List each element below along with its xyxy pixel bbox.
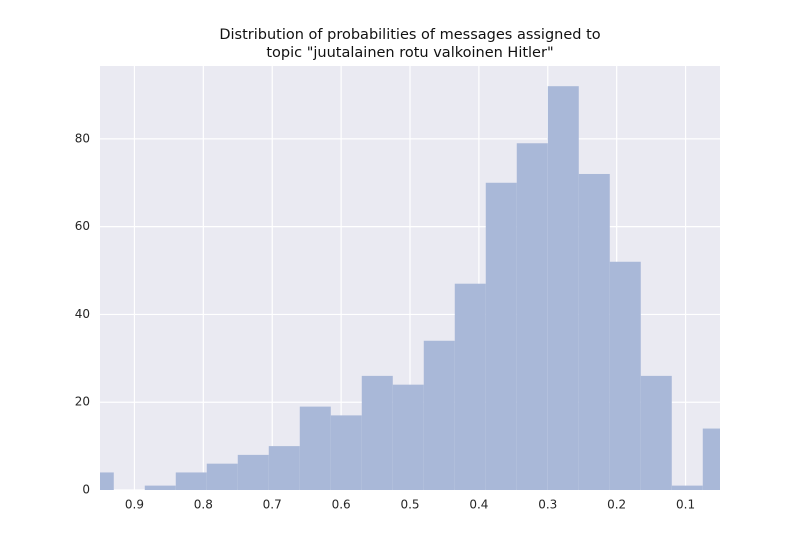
bar xyxy=(671,485,703,490)
bar xyxy=(640,375,672,490)
bar xyxy=(392,384,424,490)
x-tick-label: 0.9 xyxy=(125,498,144,512)
bar xyxy=(454,283,486,490)
y-tick-label: 20 xyxy=(75,395,90,409)
bar xyxy=(485,182,517,490)
chart-title: Distribution of probabilities of message… xyxy=(219,27,600,43)
bar xyxy=(237,454,269,490)
y-tick-label: 40 xyxy=(75,307,90,321)
bar xyxy=(578,173,610,490)
chart-title: topic "juutalainen rotu valkoinen Hitler… xyxy=(266,45,553,61)
x-tick-label: 0.2 xyxy=(607,498,626,512)
bar xyxy=(609,261,641,490)
x-tick-label: 0.6 xyxy=(332,498,351,512)
bar xyxy=(206,463,238,490)
y-tick-label: 0 xyxy=(82,483,90,497)
x-tick-label: 0.1 xyxy=(676,498,695,512)
bar xyxy=(516,143,548,490)
x-tick-label: 0.4 xyxy=(469,498,488,512)
bar xyxy=(547,86,579,490)
y-tick-label: 60 xyxy=(75,219,90,233)
x-tick-label: 0.3 xyxy=(538,498,557,512)
y-tick-label: 80 xyxy=(75,131,90,145)
bar xyxy=(299,406,331,490)
bar xyxy=(100,472,114,490)
bars xyxy=(100,86,720,490)
x-tick-label: 0.7 xyxy=(263,498,282,512)
bar xyxy=(361,375,393,490)
bar xyxy=(702,428,720,490)
bar xyxy=(330,415,362,490)
bar xyxy=(423,340,455,490)
bar xyxy=(268,446,300,490)
bar xyxy=(144,485,176,490)
x-tick-label: 0.8 xyxy=(194,498,213,512)
x-tick-label: 0.5 xyxy=(400,498,419,512)
bar xyxy=(175,472,207,490)
